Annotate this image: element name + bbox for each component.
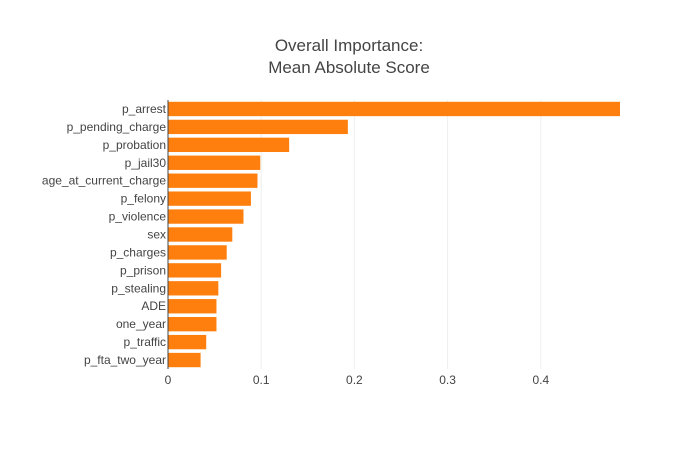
y-tick-label-one_year: one_year — [116, 317, 166, 331]
bar-p_jail30 — [168, 155, 261, 170]
y-tick-label-p_arrest: p_arrest — [122, 102, 167, 116]
bar-one_year — [168, 316, 217, 332]
y-tick-label-age_at_current_charge: age_at_current_charge — [42, 174, 166, 188]
y-tick-label-p_prison: p_prison — [120, 263, 166, 277]
y-tick-label-p_pending_charge: p_pending_charge — [67, 120, 167, 134]
bar-p_probation — [168, 137, 290, 153]
y-tick-label-ADE: ADE — [141, 299, 166, 313]
bar-p_fta_two_year — [168, 352, 201, 368]
bar-age_at_current_charge — [168, 173, 258, 188]
y-tick-label-p_probation: p_probation — [103, 138, 166, 152]
chart-title-line-1: Overall Importance: — [275, 36, 423, 55]
x-tick-label-4: 0.4 — [532, 373, 549, 387]
y-tick-label-p_fta_two_year: p_fta_two_year — [84, 353, 166, 367]
x-tick-label-3: 0.3 — [439, 373, 456, 387]
y-tick-label-p_violence: p_violence — [109, 210, 167, 224]
bar-p_stealing — [168, 281, 219, 296]
x-tick-labels: 0 0.1 0.2 0.3 0.4 — [165, 373, 550, 387]
y-tick-label-p_traffic: p_traffic — [124, 335, 166, 349]
chart-title-line-2: Mean Absolute Score — [268, 58, 430, 77]
bar-p_prison — [168, 263, 222, 278]
bar-p_traffic — [168, 334, 207, 350]
y-tick-label-p_stealing: p_stealing — [111, 281, 166, 295]
bar-p_pending_charge — [168, 119, 348, 135]
x-tick-label-2: 0.2 — [346, 373, 363, 387]
bar-p_arrest — [168, 101, 620, 117]
bar-p_charges — [168, 245, 227, 260]
bar-ADE — [168, 299, 217, 314]
y-tick-label-p_felony: p_felony — [121, 192, 166, 206]
bars — [168, 101, 620, 368]
bar-p_violence — [168, 209, 244, 224]
bar-p_felony — [168, 191, 251, 206]
x-tick-label-0: 0 — [165, 373, 172, 387]
x-tick-label-1: 0.1 — [253, 373, 270, 387]
bar-sex — [168, 227, 233, 242]
y-tick-label-p_charges: p_charges — [110, 245, 166, 259]
y-tick-label-p_jail30: p_jail30 — [125, 156, 167, 170]
y-tick-label-sex: sex — [147, 228, 166, 242]
y-tick-labels: p_arrest p_pending_charge p_probation p_jai… — [42, 102, 167, 367]
